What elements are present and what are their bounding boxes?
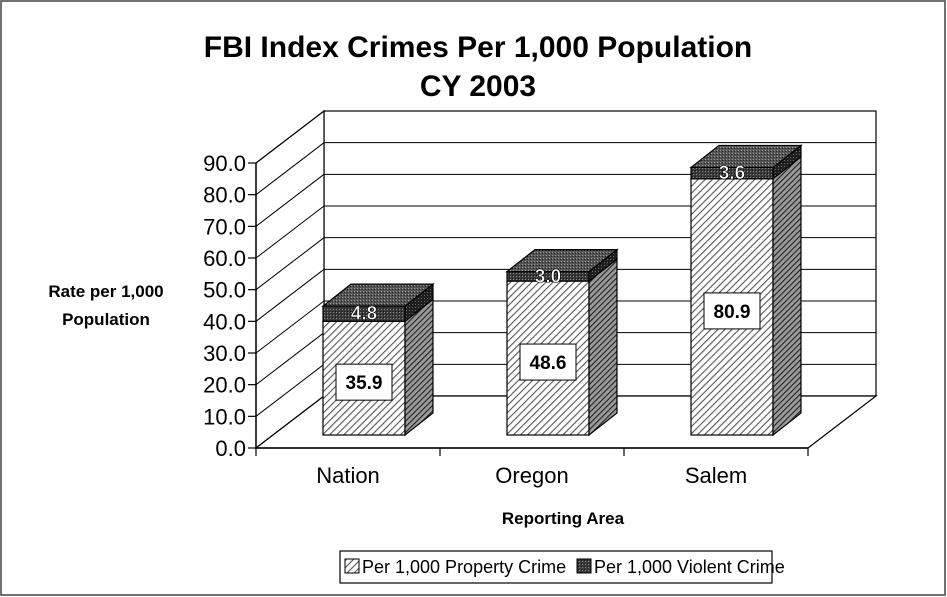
legend-swatch-property xyxy=(344,558,360,574)
side-gridline xyxy=(255,237,325,291)
y-axis-title-line-1: Rate per 1,000 xyxy=(48,282,163,301)
bars: 35.9 4.8 48.6 3.0 80.9 3.6 xyxy=(321,144,803,437)
data-label-nation-property: 35.9 xyxy=(346,373,383,394)
x-tick-label-salem: Salem xyxy=(685,463,747,488)
bar-nation-property-side xyxy=(404,298,434,437)
legend-box xyxy=(339,550,773,584)
y-tick-label: 70.0 xyxy=(203,214,246,239)
data-label-oregon-property: 48.6 xyxy=(530,353,567,374)
y-tick-label: 80.0 xyxy=(203,183,246,208)
side-gridline xyxy=(255,110,325,164)
x-tick-label-oregon: Oregon xyxy=(495,463,568,488)
data-label-box xyxy=(703,292,761,330)
y-tick-label: 50.0 xyxy=(203,278,246,303)
y-tick-label: 20.0 xyxy=(203,373,246,398)
data-label-oregon-violent: 3.0 xyxy=(535,266,561,287)
y-axis-ticks: 0.0 10.0 20.0 30.0 40.0 50.0 60.0 70.0 80.0 90.0 xyxy=(203,151,257,461)
y-axis-title-line-2: Population xyxy=(62,310,150,329)
data-label-nation-violent: 4.8 xyxy=(351,304,377,325)
legend-label-violent: Per 1,000 Violent Crime xyxy=(594,557,785,577)
legend-label-property: Per 1,000 Property Crime xyxy=(362,557,566,577)
legend: Per 1,000 Property Crime Per 1,000 Viole… xyxy=(339,550,785,584)
chart-title-line-1: FBI Index Crimes Per 1,000 Population xyxy=(204,31,753,64)
y-tick-label: 60.0 xyxy=(203,246,246,271)
y-tick-label: 90.0 xyxy=(203,151,246,176)
side-gridline xyxy=(255,363,325,417)
bar-oregon-property-side xyxy=(588,257,618,437)
bar-oregon-top xyxy=(505,249,619,273)
legend-swatch-violent xyxy=(576,558,592,574)
data-label-salem-property: 80.9 xyxy=(714,302,751,323)
bar-salem-property-side xyxy=(772,155,802,437)
data-label-box xyxy=(335,363,393,401)
side-gridline xyxy=(255,142,325,196)
chart-title-line-2: CY 2003 xyxy=(420,70,536,103)
data-label-box xyxy=(519,343,577,381)
side-wall xyxy=(255,109,325,450)
side-gridline xyxy=(255,332,325,386)
bar-salem-top xyxy=(689,144,803,169)
side-gridline xyxy=(255,300,325,354)
x-axis-title: Reporting Area xyxy=(502,509,625,528)
y-tick-label: 30.0 xyxy=(203,341,246,366)
data-label-salem-violent: 3.6 xyxy=(719,163,745,184)
bar-nation-top xyxy=(321,283,435,307)
side-gridline xyxy=(255,205,325,259)
side-gridline xyxy=(255,173,325,227)
y-tick-label: 0.0 xyxy=(215,436,246,461)
side-gridline xyxy=(255,268,325,322)
y-tick-label: 10.0 xyxy=(203,404,246,429)
y-tick-label: 40.0 xyxy=(203,309,246,334)
x-axis-ticks: Nation Oregon Salem xyxy=(255,447,809,488)
x-tick-label-nation: Nation xyxy=(316,463,380,488)
